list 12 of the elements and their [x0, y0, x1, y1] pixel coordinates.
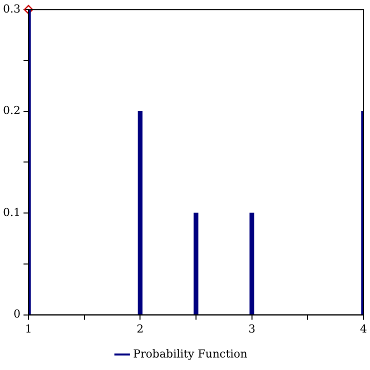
legend-label: Probability Function	[133, 347, 248, 360]
x-tick-label: 1	[24, 322, 32, 336]
x-tick-label: 4	[360, 322, 367, 336]
x-tick-label: 2	[136, 322, 144, 336]
y-tick-label: 0	[13, 308, 20, 321]
bar	[194, 212, 198, 315]
y-tick-label: 0.1	[2, 206, 20, 219]
bar	[138, 111, 142, 315]
y-tick-label: 0.3	[2, 2, 20, 16]
x-tick-label: 3	[248, 322, 256, 336]
bar	[250, 212, 254, 315]
y-tick-label: 0.2	[2, 104, 20, 118]
